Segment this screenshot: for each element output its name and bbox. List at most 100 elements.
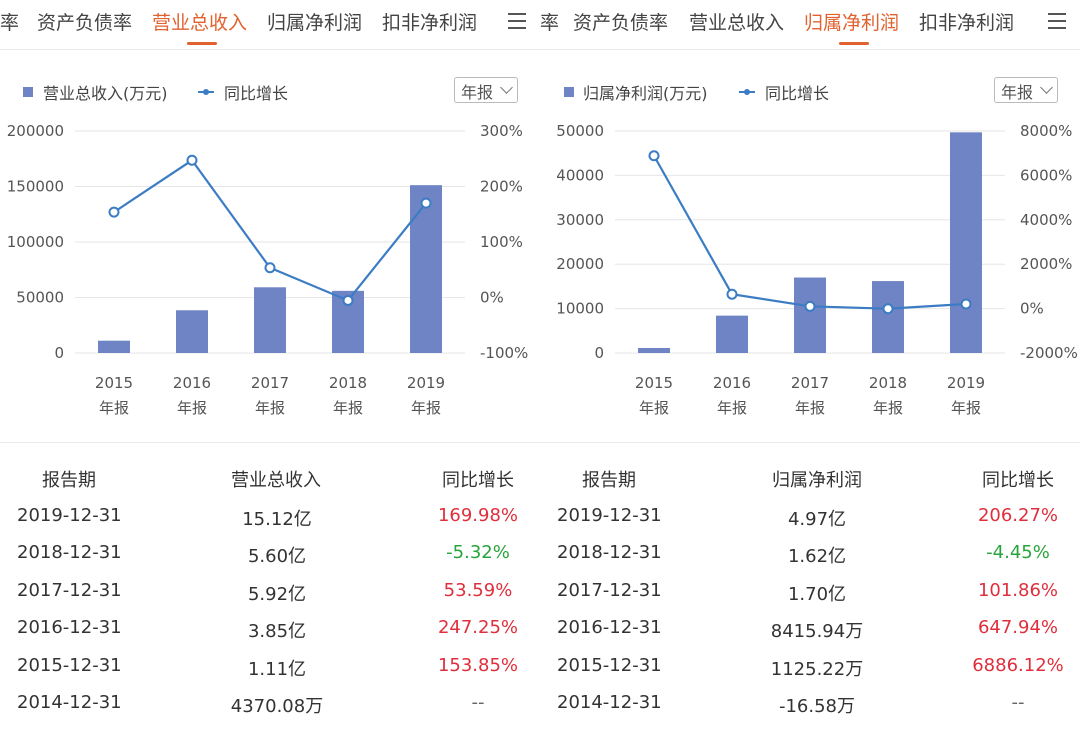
x-tick-sublabel: 年报 (333, 399, 363, 417)
row-value: 3.85亿 (247, 621, 307, 643)
row-growth: 153.85% (437, 654, 519, 676)
growth-point[interactable] (804, 300, 816, 312)
tab-net-profit[interactable]: 归属净利润 (804, 12, 900, 34)
bar[interactable] (98, 340, 130, 353)
line-legend-swatch (739, 89, 755, 95)
x-tick-sublabel: 年报 (255, 399, 285, 417)
row-date: 2015-12-31 (17, 654, 122, 676)
y-left-tick-label: 40000 (556, 166, 604, 184)
x-tick-label: 2018 (869, 374, 907, 392)
row-date: 2019-12-31 (557, 505, 662, 526)
tab-debt-ratio[interactable]: 资产负债率 (37, 12, 133, 34)
chevron-down-icon (1040, 81, 1053, 94)
y-left-tick-label: 0 (594, 344, 604, 362)
y-right-tick-label: 0% (480, 289, 504, 307)
net-profit-chart: 0 10000 20000 30000 40000 50000 -2000% 0% 2000% 4… (556, 122, 1078, 417)
period-select[interactable]: 年报 (454, 77, 518, 103)
tab-deducted-net-profit[interactable]: 扣非净利润 (382, 12, 478, 34)
bar[interactable] (950, 132, 982, 353)
row-date: 2016-12-31 (557, 617, 662, 639)
y-right-tick-label: 8000% (1020, 122, 1072, 140)
tab-deducted-net-profit[interactable]: 扣非净利润 (919, 12, 1015, 34)
bar[interactable] (638, 348, 670, 353)
growth-point[interactable] (186, 154, 198, 166)
row-date: 2018-12-31 (557, 542, 662, 564)
divider (540, 49, 1080, 50)
row-date: 2017-12-31 (557, 579, 662, 601)
x-tick-sublabel: 年报 (177, 399, 207, 417)
growth-point[interactable] (264, 262, 276, 274)
tab-debt-ratio[interactable]: 资产负债率 (573, 12, 669, 34)
bar[interactable] (872, 281, 904, 353)
tab-bar: 率 资产负债率 营业总收入 归属净利润 扣非净利润 (540, 0, 1080, 46)
row-growth: 647.94% (977, 617, 1059, 639)
x-tick-sublabel: 年报 (639, 399, 669, 417)
period-select-value: 年报 (461, 83, 494, 102)
growth-point[interactable] (726, 288, 738, 300)
menu-icon[interactable] (1048, 13, 1066, 29)
row-value: 4370.08万 (230, 696, 324, 717)
tab-rate[interactable]: 率 (0, 12, 20, 34)
growth-point[interactable] (882, 303, 894, 315)
row-growth: 53.59% (443, 579, 513, 601)
row-value: 1.62亿 (787, 546, 847, 568)
bar-legend-swatch (564, 87, 574, 97)
row-date: 2016-12-31 (17, 617, 122, 639)
growth-point[interactable] (960, 298, 972, 310)
growth-point[interactable] (420, 197, 432, 209)
growth-line (113, 158, 427, 302)
y-left-tick-label: 100000 (7, 233, 64, 251)
y-right-tick-label: 0% (1020, 300, 1044, 318)
x-tick-label: 2016 (713, 374, 751, 392)
x-tick-label: 2019 (947, 374, 985, 392)
period-select[interactable]: 年报 (994, 77, 1058, 103)
tab-rate[interactable]: 率 (540, 12, 560, 34)
row-value: 4.97亿 (787, 509, 847, 530)
bar[interactable] (176, 310, 208, 353)
row-date: 2017-12-31 (17, 579, 122, 601)
y-right-tick-label: 100% (480, 233, 523, 251)
row-value: 8415.94万 (770, 621, 864, 643)
tab-total-revenue[interactable]: 营业总收入 (689, 12, 785, 34)
row-value: 1125.22万 (770, 658, 864, 680)
y-right-tick-label: 300% (480, 122, 523, 140)
row-growth: -5.32% (446, 542, 510, 564)
row-value: 5.60亿 (247, 546, 307, 568)
row-growth: -- (1011, 692, 1025, 713)
bar[interactable] (794, 277, 826, 353)
growth-point[interactable] (648, 150, 660, 162)
col-header-growth: 同比增长 (982, 470, 1054, 491)
divider (0, 442, 540, 443)
growth-point[interactable] (108, 206, 120, 218)
revenue-chart: 0 50000 100000 150000 200000 -100% 0% 100% 200% 3… (7, 122, 529, 417)
x-tick-label: 2017 (251, 374, 289, 392)
menu-icon[interactable] (508, 13, 526, 29)
x-tick-sublabel: 年报 (873, 399, 903, 417)
row-growth: 101.86% (977, 579, 1059, 601)
x-tick-label: 2017 (791, 374, 829, 392)
y-left-tick-label: 30000 (556, 211, 604, 229)
x-tick-sublabel: 年报 (951, 399, 981, 417)
y-left-tick-label: 200000 (7, 122, 64, 140)
tab-net-profit[interactable]: 归属净利润 (267, 12, 363, 34)
bar[interactable] (254, 287, 286, 353)
row-date: 2014-12-31 (17, 692, 122, 713)
y-right-tick-label: 2000% (1020, 255, 1072, 273)
y-right-tick-label: 6000% (1020, 166, 1072, 184)
tab-total-revenue[interactable]: 营业总收入 (152, 12, 248, 34)
y-left-tick-label: 50000 (556, 122, 604, 140)
row-value: 1.11亿 (247, 658, 307, 680)
y-right-tick-label: 4000% (1020, 211, 1072, 229)
bar[interactable] (716, 315, 748, 353)
row-value: 15.12亿 (242, 509, 312, 530)
x-tick-sublabel: 年报 (99, 399, 129, 417)
active-tab-indicator (839, 42, 869, 45)
x-tick-label: 2015 (95, 374, 133, 392)
line-legend-label: 同比增长 (765, 84, 830, 103)
row-date: 2014-12-31 (557, 692, 662, 713)
bar[interactable] (410, 185, 442, 353)
growth-point[interactable] (342, 294, 354, 306)
active-tab-indicator (187, 42, 217, 45)
row-growth: 206.27% (977, 505, 1059, 526)
line-legend-swatch (198, 89, 214, 95)
